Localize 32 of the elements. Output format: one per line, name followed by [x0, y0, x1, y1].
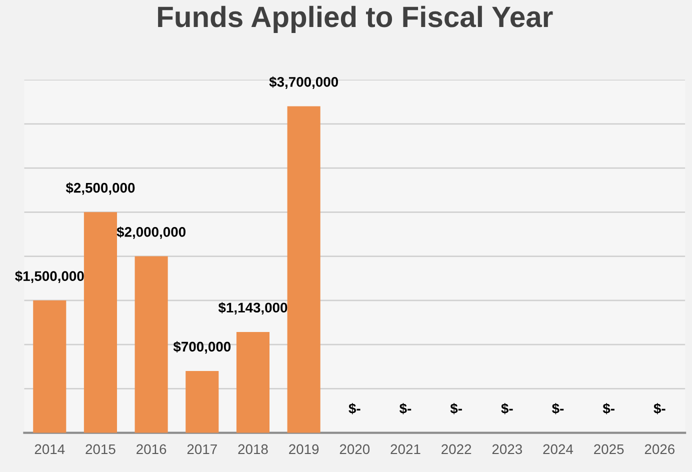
- data-label: $3,700,000: [269, 76, 338, 89]
- x-tick-label: 2025: [594, 444, 624, 454]
- bar: [134, 256, 168, 433]
- data-label: $-: [450, 402, 462, 414]
- x-tick-label: 2018: [238, 444, 268, 454]
- data-label: $-: [654, 402, 666, 414]
- data-label: $-: [552, 402, 564, 414]
- x-tick-label: 2022: [442, 444, 472, 454]
- x-tick-label: 2026: [644, 444, 674, 454]
- x-tick-label: 2020: [340, 444, 370, 454]
- bar: [33, 300, 66, 433]
- x-tick-label: 2016: [136, 444, 166, 454]
- data-label: $700,000: [173, 341, 231, 354]
- data-label: $1,143,000: [218, 302, 288, 315]
- data-label: $-: [602, 402, 614, 414]
- x-tick-label: 2014: [34, 444, 65, 454]
- data-label: $-: [399, 402, 412, 414]
- data-label: $2,500,000: [66, 182, 135, 195]
- x-tick-label: 2017: [187, 444, 217, 454]
- data-label: $-: [501, 402, 513, 414]
- bar: [186, 371, 219, 433]
- x-tick-label: 2019: [289, 444, 319, 454]
- x-tick-label: 2024: [543, 444, 574, 454]
- x-tick-label: 2023: [492, 444, 522, 454]
- data-label: $1,500,000: [15, 270, 84, 284]
- x-tick-label: 2021: [390, 444, 420, 454]
- x-tick-label: 2015: [86, 444, 116, 454]
- data-label: $-: [348, 402, 360, 414]
- bar: [236, 332, 270, 433]
- bar: [84, 212, 117, 433]
- bar: [287, 106, 320, 433]
- chart-title: Funds Applied to Fiscal Year: [158, 6, 553, 34]
